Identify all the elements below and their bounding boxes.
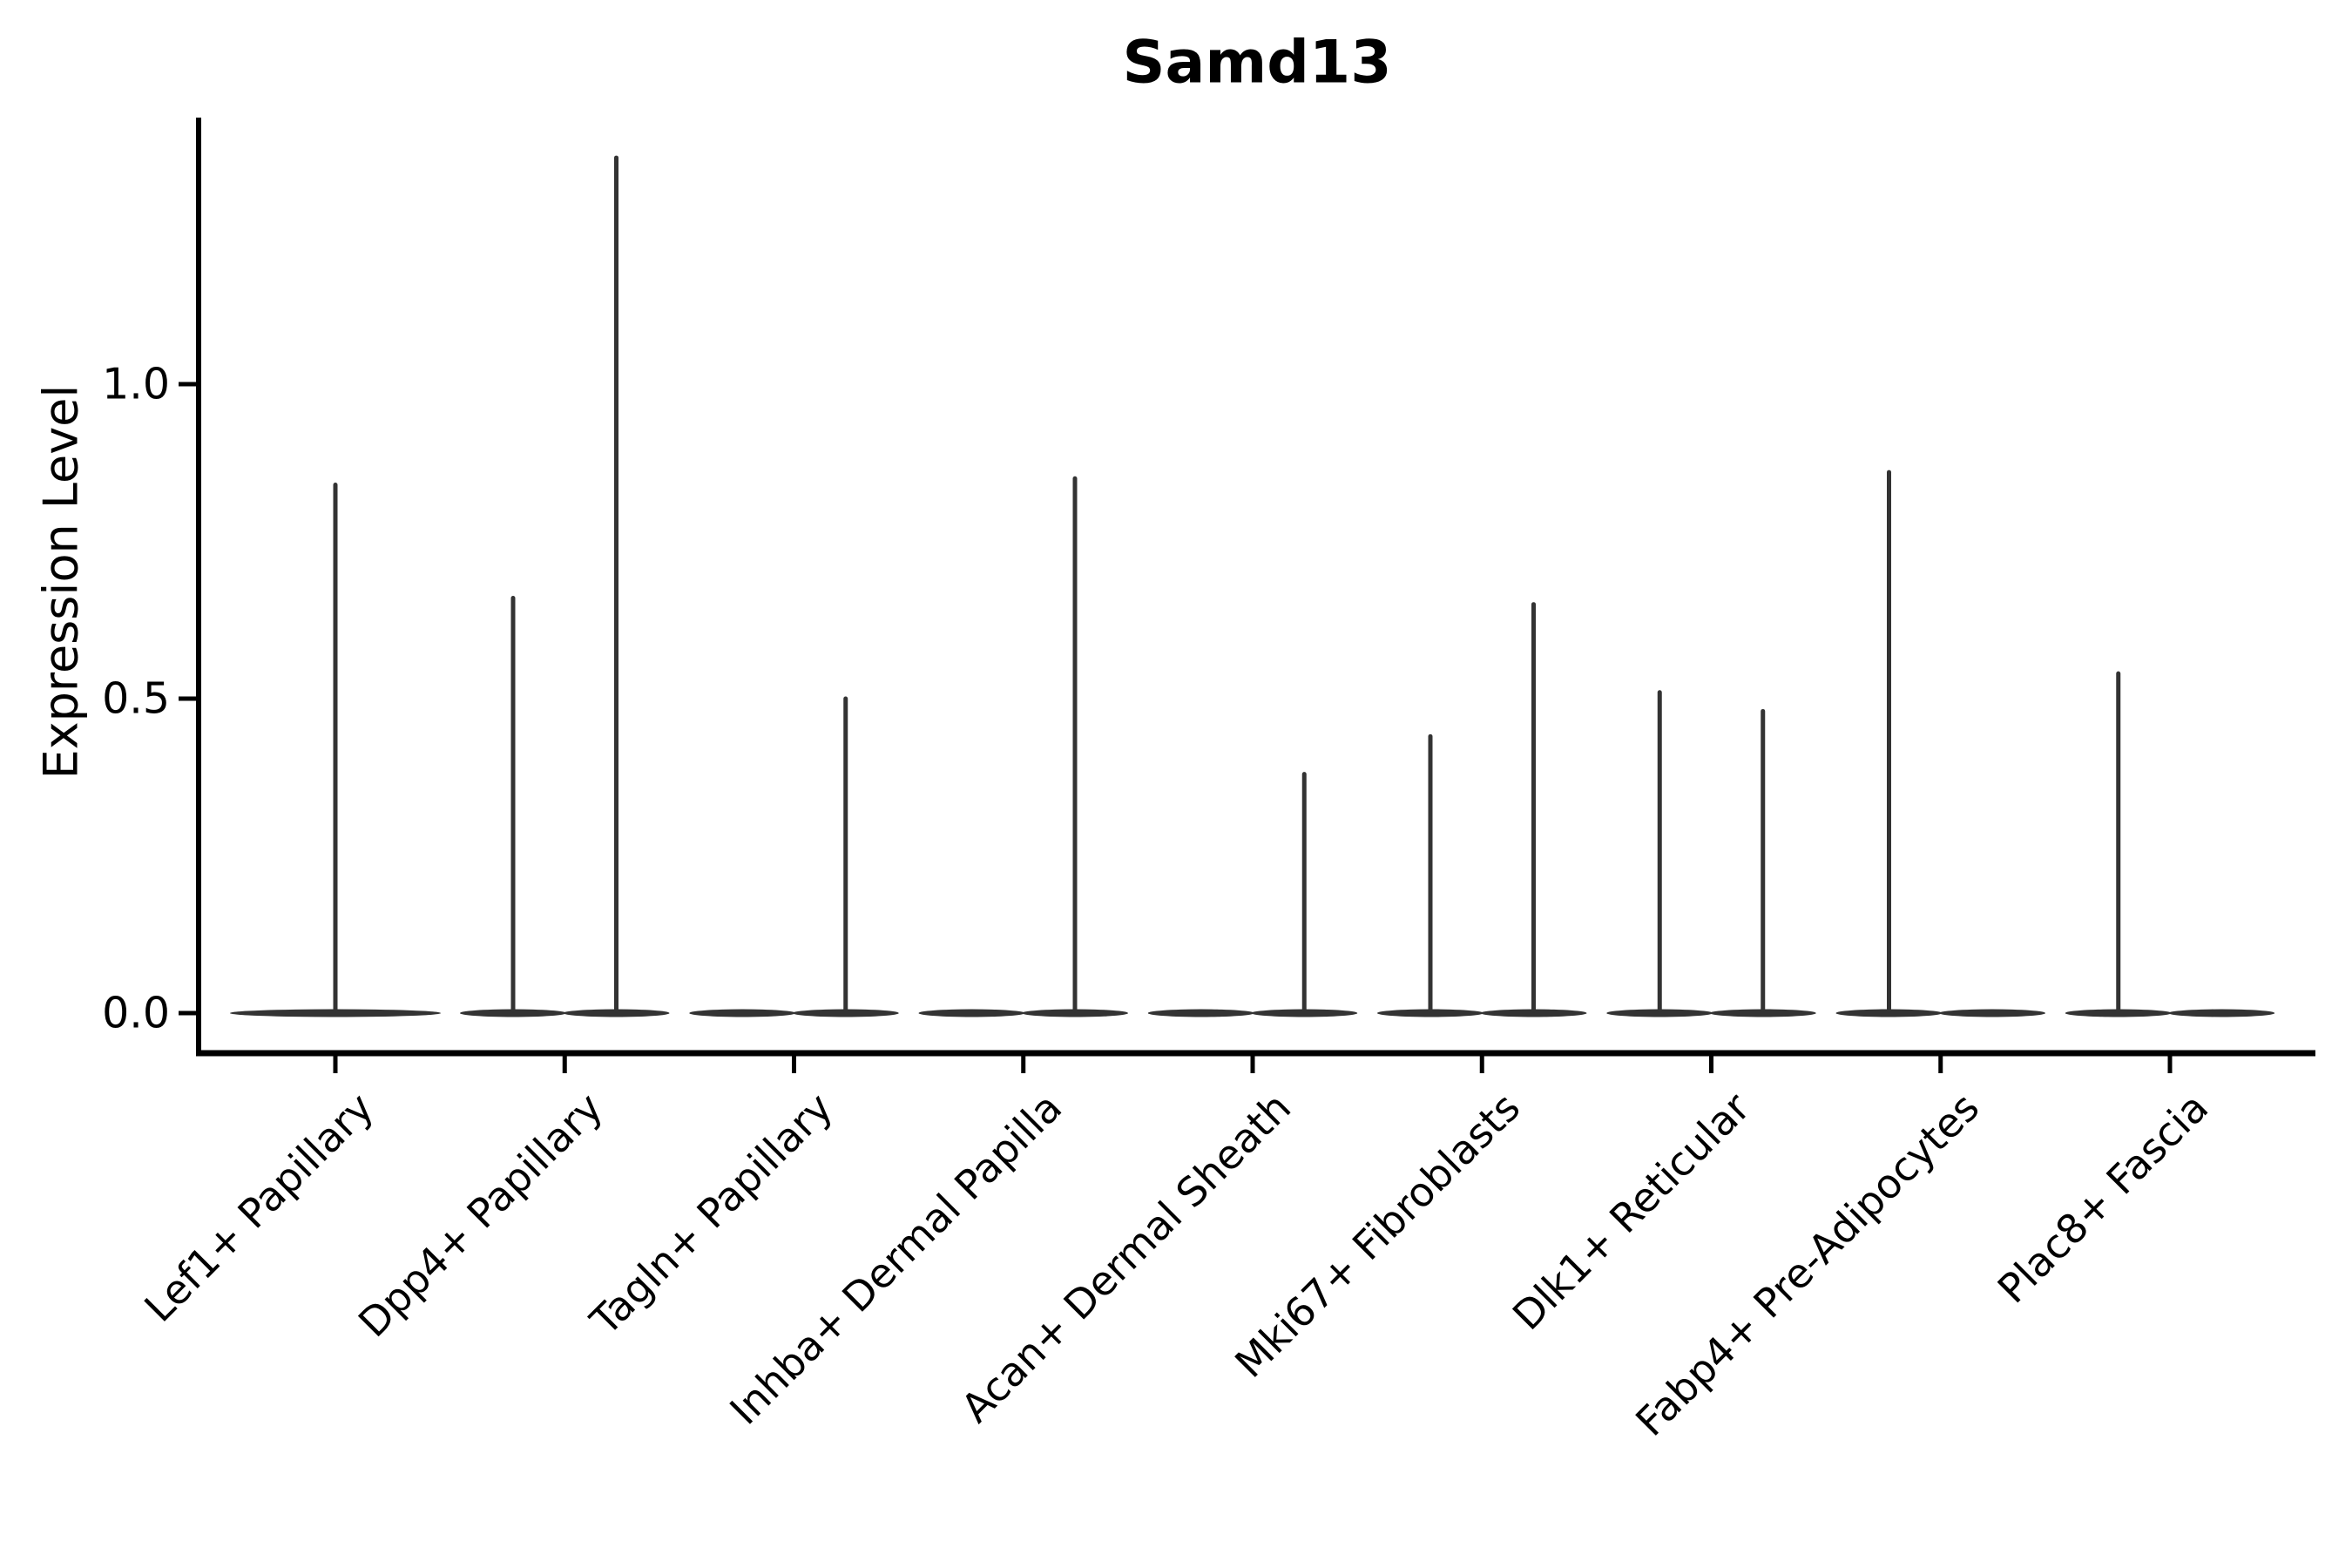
- violin-base: [1939, 1009, 2045, 1017]
- violin-base: [1251, 1009, 1358, 1017]
- violin-base: [563, 1009, 670, 1017]
- violin-base: [1480, 1009, 1587, 1017]
- plot-title-text: Samd13: [1122, 28, 1392, 98]
- violin-base: [1709, 1009, 1816, 1017]
- violin-base: [689, 1009, 796, 1017]
- violin-base: [1022, 1009, 1128, 1017]
- violin-base: [230, 1009, 441, 1017]
- violin-base: [460, 1009, 566, 1017]
- y-tick-label-text: 0.5: [102, 673, 170, 724]
- violin-base: [1835, 1009, 1943, 1017]
- y-axis-label-text: Expression Level: [33, 384, 89, 780]
- violin-base: [1147, 1009, 1254, 1017]
- y-tick-label-text: 0.0: [102, 988, 170, 1038]
- violin-base: [792, 1009, 899, 1017]
- violin-base: [1377, 1009, 1484, 1017]
- violin-base: [918, 1009, 1025, 1017]
- violin-base: [1606, 1009, 1713, 1017]
- violin-base: [2168, 1009, 2275, 1017]
- violin-base: [2065, 1009, 2172, 1017]
- y-tick-label-text: 1.0: [102, 359, 170, 409]
